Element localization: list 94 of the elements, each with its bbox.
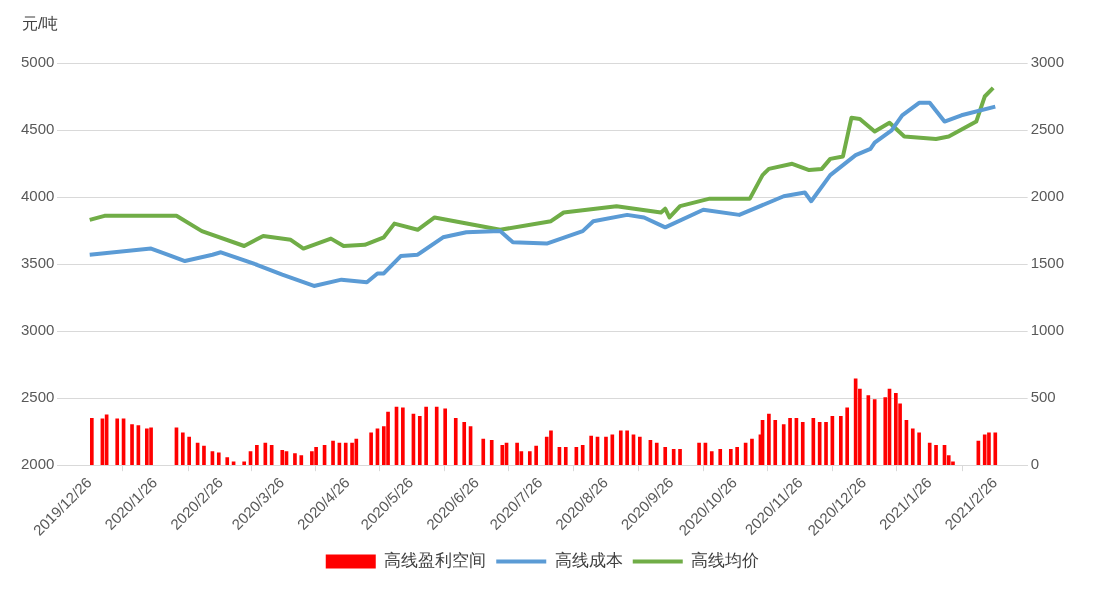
bar: [534, 445, 538, 466]
bar: [401, 407, 405, 466]
bar: [773, 420, 778, 466]
bar: [549, 430, 553, 466]
bar: [489, 439, 494, 466]
y2-tick-label: 1000: [1030, 321, 1065, 339]
bar: [310, 451, 314, 466]
bar: [331, 440, 335, 466]
y2-tick-label: 2500: [1030, 120, 1065, 138]
bar: [130, 424, 134, 466]
bar: [225, 457, 230, 466]
bar: [187, 436, 191, 466]
bar: [453, 417, 458, 466]
bar: [993, 432, 998, 466]
bar: [350, 442, 354, 466]
bar: [781, 424, 786, 466]
bar: [910, 428, 915, 466]
bar: [800, 422, 805, 466]
bar: [654, 442, 659, 466]
bar: [718, 449, 723, 466]
bar: [202, 445, 206, 466]
bar: [728, 449, 733, 466]
bar: [115, 418, 120, 466]
bar: [697, 442, 701, 466]
bar: [443, 408, 447, 466]
bar: [927, 442, 932, 466]
bar: [917, 432, 921, 466]
bar: [280, 449, 285, 466]
bar: [515, 442, 519, 466]
bar: [872, 399, 877, 466]
bar: [894, 393, 898, 466]
y-tick-label: 2500: [20, 388, 55, 406]
bar: [604, 436, 608, 466]
bar: [750, 438, 754, 466]
legend-label: 高线盈利空间: [384, 551, 487, 571]
bar: [527, 451, 532, 466]
bar: [811, 417, 816, 466]
bar: [386, 411, 390, 466]
bar: [767, 413, 771, 466]
y-tick-label: 2000: [20, 455, 55, 473]
bar: [580, 444, 585, 466]
y-axis-title: 元/吨: [22, 15, 59, 33]
bar: [216, 452, 221, 466]
bar: [982, 434, 987, 466]
bar: [735, 447, 739, 466]
bar: [618, 430, 623, 466]
bar: [263, 442, 268, 466]
bar: [709, 451, 714, 466]
bar: [293, 453, 297, 466]
legend-label: 高线成本: [554, 551, 623, 571]
bar: [269, 444, 274, 466]
bar: [424, 406, 428, 466]
bar: [563, 447, 568, 466]
bar: [824, 422, 828, 466]
y2-tick-label: 2000: [1030, 187, 1065, 205]
y-tick-label: 5000: [20, 53, 55, 71]
y-tick-label: 4500: [20, 120, 55, 138]
bar: [610, 434, 615, 466]
bar: [255, 444, 259, 466]
bar: [987, 432, 991, 466]
bar: [500, 444, 505, 466]
bar: [369, 432, 373, 466]
bar: [839, 415, 843, 466]
y2-tick-label: 3000: [1030, 53, 1065, 71]
bar: [462, 422, 467, 466]
bar: [145, 428, 149, 466]
bar: [434, 406, 439, 466]
bar: [299, 455, 304, 466]
y2-tick-label: 500: [1030, 388, 1056, 406]
bar: [149, 427, 153, 466]
y-tick-label: 3000: [20, 321, 55, 339]
bar: [625, 430, 629, 466]
bar: [817, 422, 822, 466]
legend-label: 高线均价: [691, 551, 760, 571]
bar: [788, 417, 792, 466]
y2-tick-label: 0: [1030, 455, 1039, 473]
bar: [343, 442, 348, 466]
bar: [845, 407, 850, 466]
y2-tick-label: 1500: [1030, 254, 1065, 272]
bar: [638, 436, 642, 466]
y-tick-label: 4000: [20, 187, 55, 205]
bar: [589, 435, 593, 466]
bar: [481, 438, 486, 466]
bar: [671, 449, 676, 466]
bar: [242, 461, 246, 466]
y-tick-label: 3500: [20, 254, 55, 272]
bar: [663, 447, 668, 466]
bar: [314, 447, 318, 466]
bar: [180, 432, 185, 466]
bar: [934, 444, 938, 466]
bar: [678, 449, 682, 466]
bar: [90, 417, 94, 466]
bar: [354, 438, 359, 466]
bar: [417, 415, 422, 466]
